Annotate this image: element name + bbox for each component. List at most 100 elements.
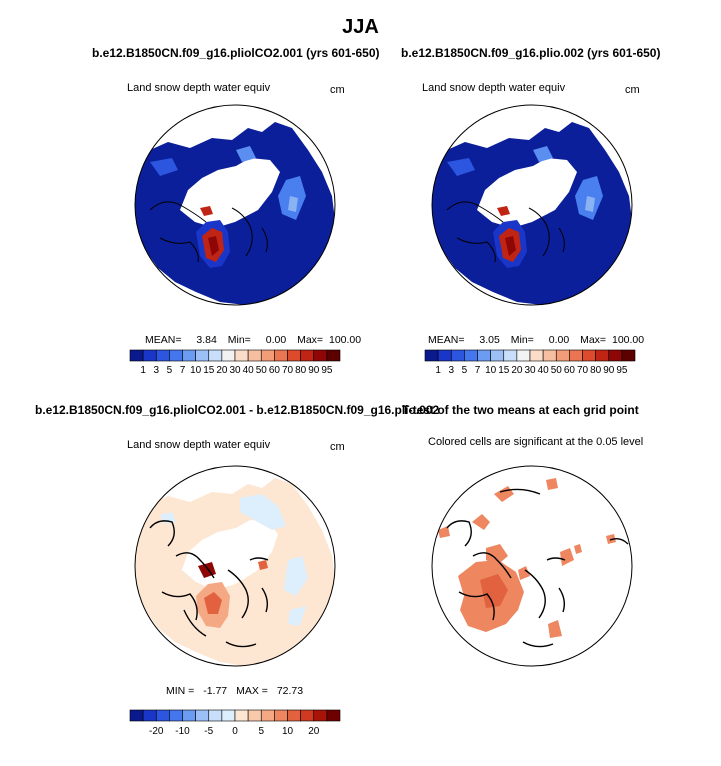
colorbar-box bbox=[169, 709, 183, 722]
colorbar-box bbox=[464, 349, 478, 362]
colorbar-box bbox=[129, 349, 144, 362]
colorbar-box bbox=[247, 349, 262, 362]
mean-value: 3.84 bbox=[196, 334, 217, 346]
colorbar-box bbox=[516, 349, 531, 362]
colorbar-tick-label: -20 bbox=[149, 726, 164, 737]
colorbar-tick-label: 40 bbox=[243, 365, 255, 376]
min-label: Min= bbox=[510, 334, 534, 346]
panel3-units: cm bbox=[330, 441, 345, 453]
panel2-title: b.e12.B1850CN.f09_g16.plio.002 (yrs 601-… bbox=[401, 46, 661, 60]
panel2-subtitle: Land snow depth water equiv bbox=[422, 82, 566, 94]
colorbar-tick-label: 3 bbox=[153, 365, 159, 376]
colorbar-box bbox=[529, 349, 544, 362]
colorbar-box bbox=[182, 349, 196, 362]
snow-patch bbox=[585, 196, 595, 212]
colorbar-tick-label: 20 bbox=[216, 365, 228, 376]
panel1-map-border bbox=[134, 104, 336, 306]
panel1-units: cm bbox=[330, 84, 345, 96]
colorbar-box bbox=[260, 349, 275, 362]
panel2-units: cm bbox=[625, 84, 640, 96]
colorbar-box bbox=[450, 349, 465, 362]
colorbar-tick-label: 70 bbox=[577, 365, 589, 376]
colorbar-box bbox=[300, 709, 315, 722]
max-label: MAX = bbox=[236, 685, 268, 697]
svalbard-diff bbox=[258, 560, 268, 570]
land-diff-negative bbox=[288, 606, 306, 626]
colorbar-tick-label: 3 bbox=[448, 365, 454, 376]
colorbar-tick-label: 10 bbox=[485, 365, 497, 376]
land-snow-outer bbox=[432, 122, 632, 305]
colorbar-tick-label: 30 bbox=[524, 365, 536, 376]
colorbar-tick-label: -5 bbox=[204, 726, 213, 737]
figure-title: JJA bbox=[342, 16, 379, 38]
colorbar-box bbox=[247, 709, 262, 722]
significant-cells bbox=[438, 526, 450, 538]
panel3-map-border bbox=[134, 465, 336, 667]
panel2-map-border bbox=[431, 104, 633, 306]
panel4-subtitle: Colored cells are significant at the 0.0… bbox=[428, 436, 644, 448]
significant-cells bbox=[518, 566, 530, 580]
panel3-title: b.e12.B1850CN.f09_g16.pliolCO2.001 - b.e… bbox=[35, 403, 440, 417]
colorbar-box bbox=[608, 349, 623, 362]
ellesmere-snow bbox=[200, 206, 213, 216]
panel2-map bbox=[432, 105, 632, 305]
colorbar-box bbox=[555, 349, 570, 362]
colorbar-box bbox=[260, 709, 275, 722]
colorbar-box bbox=[569, 349, 583, 362]
panel2-colorbar: 1 3 5 7 10 15 20 30 40 50 60 70 80 90 95 bbox=[424, 349, 636, 376]
colorbar-box bbox=[300, 349, 315, 362]
land-snow-outer bbox=[135, 122, 335, 305]
max-value: 72.73 bbox=[276, 685, 304, 697]
panel4-map-border bbox=[431, 465, 633, 667]
panel3-subtitle: Land snow depth water equiv bbox=[127, 439, 271, 451]
colorbar-tick-label: 80 bbox=[295, 365, 307, 376]
colorbar-tick-label: 80 bbox=[590, 365, 602, 376]
min-label: Min= bbox=[227, 334, 251, 346]
mean-value: 3.05 bbox=[479, 334, 500, 346]
colorbar-tick-label: 5 bbox=[167, 365, 173, 376]
panel4-title: T-test of the two means at each grid poi… bbox=[402, 403, 639, 417]
colorbar-tick-label: 15 bbox=[498, 365, 510, 376]
colorbar-box bbox=[503, 349, 518, 362]
colorbar-tick-label: 90 bbox=[308, 365, 320, 376]
land-diff-negative bbox=[284, 556, 308, 596]
colorbar-tick-label: 1 bbox=[140, 365, 146, 376]
colorbar-box bbox=[621, 349, 636, 362]
colorbar-tick-label: 15 bbox=[203, 365, 215, 376]
colorbar-box bbox=[326, 349, 341, 362]
panel1-subtitle: Land snow depth water equiv bbox=[127, 82, 271, 94]
max-label: Max= bbox=[580, 334, 607, 346]
colorbar-tick-label: 5 bbox=[258, 726, 264, 737]
panel1-colorbar: 1 3 5 7 10 15 20 30 40 50 60 70 80 90 95 bbox=[129, 349, 341, 376]
snow-patch bbox=[150, 158, 178, 176]
colorbar-box bbox=[287, 349, 301, 362]
colorbar-box bbox=[129, 709, 144, 722]
max-label: Max= bbox=[297, 334, 324, 346]
colorbar-tick-label: 1 bbox=[435, 365, 441, 376]
max-value: 100.00 bbox=[328, 334, 362, 346]
significant-cells bbox=[472, 514, 490, 530]
colorbar-tick-label: 90 bbox=[603, 365, 615, 376]
colorbar-box bbox=[274, 349, 288, 362]
colorbar-tick-label: 10 bbox=[282, 726, 294, 737]
colorbar-tick-label: 50 bbox=[551, 365, 563, 376]
colorbar-box bbox=[595, 349, 610, 362]
min-value: 0.00 bbox=[265, 334, 287, 346]
land-diff-negative bbox=[240, 494, 286, 530]
significant-cells bbox=[480, 574, 508, 608]
colorbar-tick-label: 95 bbox=[321, 365, 333, 376]
colorbar-box bbox=[208, 709, 223, 722]
colorbar-box bbox=[542, 349, 557, 362]
colorbar-box bbox=[208, 349, 223, 362]
colorbar-tick-label: -10 bbox=[175, 726, 190, 737]
significant-cells bbox=[548, 620, 562, 638]
colorbar-box bbox=[221, 349, 236, 362]
colorbar-box bbox=[221, 709, 236, 722]
ellesmere-snow bbox=[497, 206, 510, 216]
colorbar-box bbox=[142, 349, 157, 362]
colorbar-tick-label: 95 bbox=[616, 365, 628, 376]
colorbar-tick-label: 7 bbox=[475, 365, 481, 376]
colorbar-tick-label: 10 bbox=[190, 365, 202, 376]
significant-cells bbox=[486, 544, 508, 566]
